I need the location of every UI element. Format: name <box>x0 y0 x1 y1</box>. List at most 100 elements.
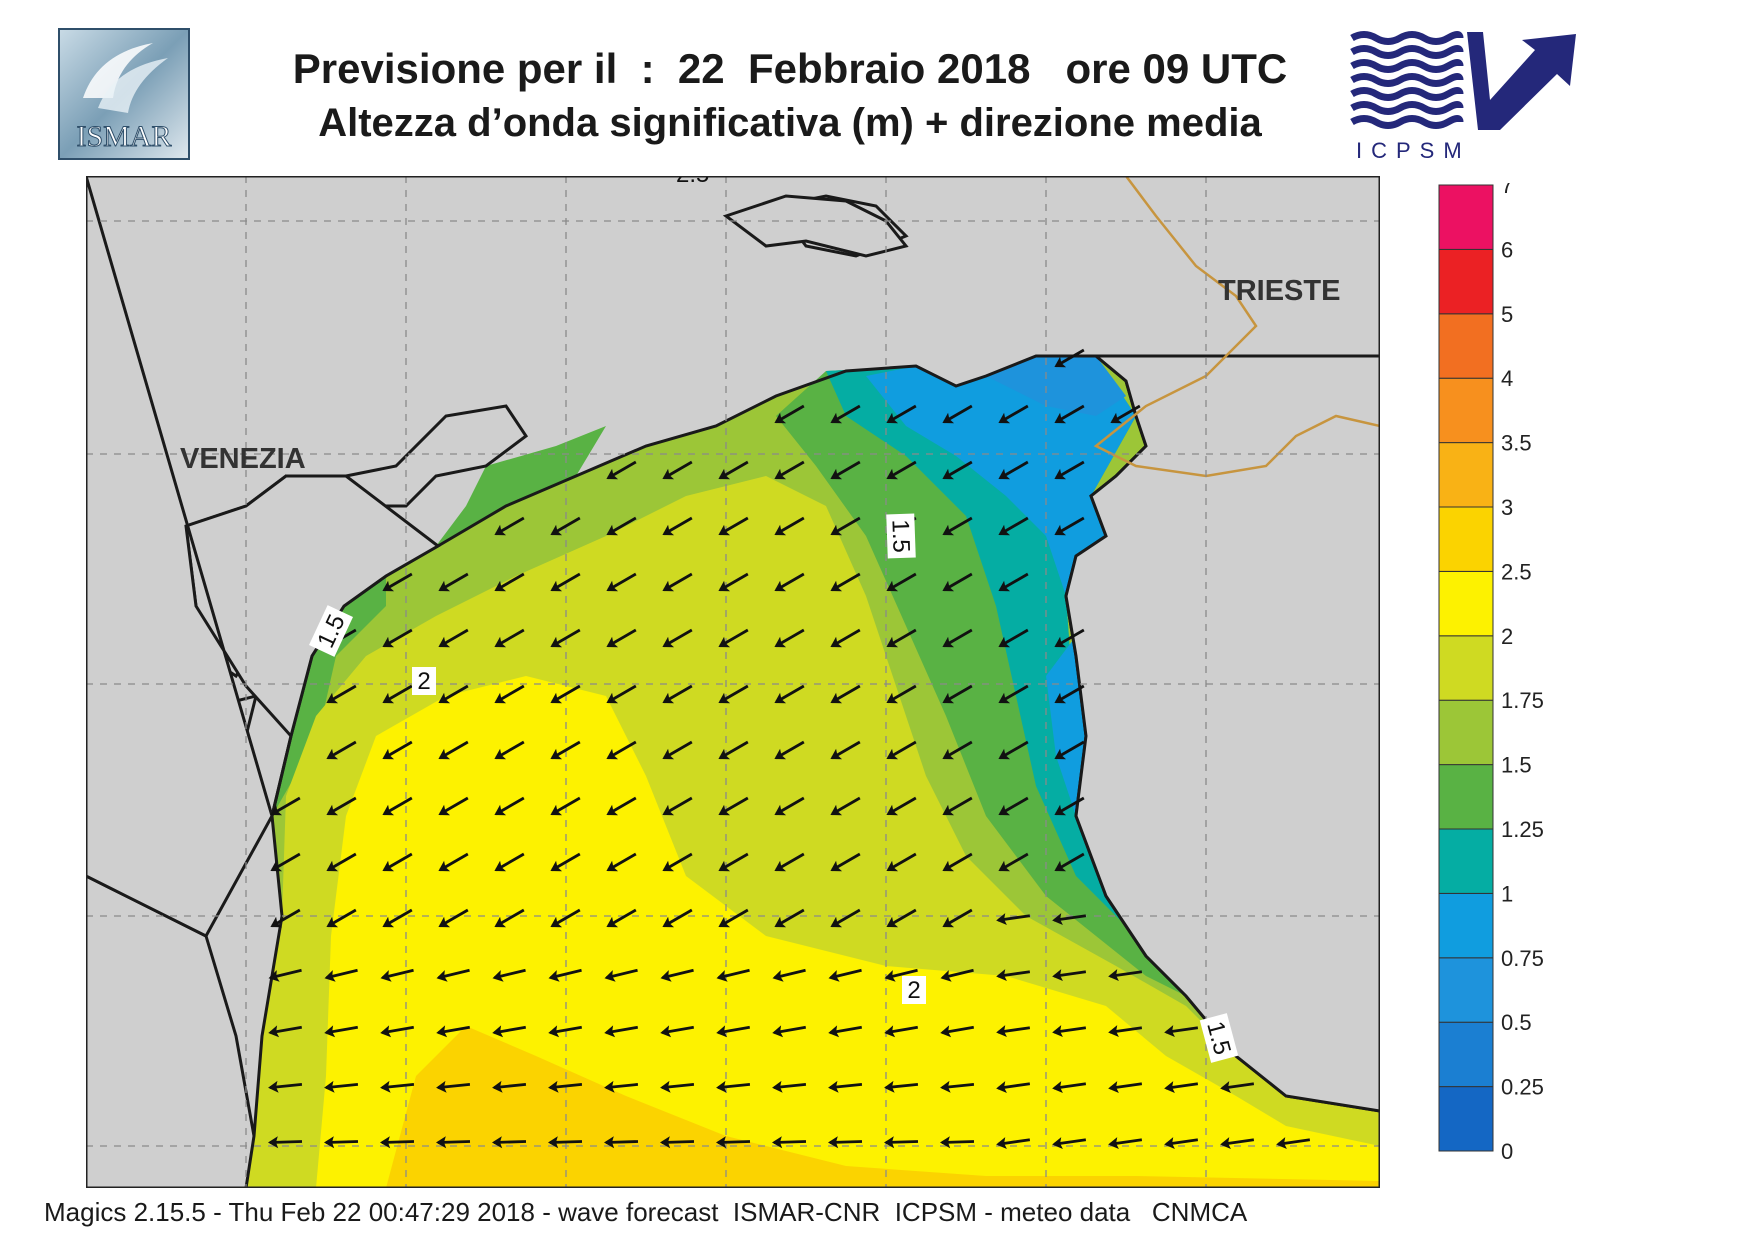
wave-arrow <box>830 908 861 928</box>
wave-arrow <box>606 684 637 704</box>
wave-arrow <box>774 572 805 592</box>
legend-swatch <box>1438 892 1494 959</box>
wave-arrow <box>382 796 413 816</box>
wave-arrow <box>662 796 693 816</box>
wave-map: 1.5 1.5 2 2 1.5 2.5 <box>86 176 1380 1193</box>
wave-arrow <box>998 684 1029 704</box>
legend-label: 1 <box>1501 881 1513 906</box>
wave-arrow <box>996 969 1031 982</box>
legend-label: 2.5 <box>1501 559 1532 584</box>
wave-arrow <box>548 968 582 982</box>
wave-arrow <box>382 684 413 704</box>
wave-arrow <box>326 684 357 704</box>
legend-label: 6 <box>1501 237 1513 262</box>
wave-arrow <box>494 684 525 704</box>
wave-arrow <box>942 516 973 536</box>
legend-label: 3.5 <box>1501 431 1532 456</box>
wave-arrow <box>380 1080 415 1093</box>
wave-arrow <box>1108 969 1143 982</box>
wave-arrow <box>830 572 861 592</box>
wave-arrow <box>436 968 470 982</box>
wave-arrow <box>1052 1081 1087 1094</box>
wave-arrow <box>886 908 917 928</box>
wave-arrow <box>886 572 917 592</box>
wave-arrow <box>268 1136 303 1149</box>
wave-arrow <box>548 1025 583 1038</box>
wave-arrow <box>718 852 749 872</box>
wave-arrow <box>1052 969 1087 982</box>
wave-arrow <box>604 1136 639 1149</box>
wave-arrow <box>324 1136 359 1149</box>
wave-arrow <box>492 968 526 982</box>
wave-arrow <box>830 796 861 816</box>
wave-arrow <box>996 913 1031 926</box>
wave-arrow <box>662 852 693 872</box>
wave-arrow <box>494 516 525 536</box>
wave-arrow <box>436 1025 471 1038</box>
band-2 <box>316 676 1380 1188</box>
wave-arrow <box>1054 404 1085 424</box>
wave-arrow <box>830 740 861 760</box>
legend-label: 0.25 <box>1501 1075 1544 1100</box>
wave-arrow <box>996 1137 1031 1150</box>
contour-label-3: 2 <box>417 668 430 695</box>
wave-arrow <box>1220 1137 1255 1150</box>
icpsm-logo: ICPSM <box>1350 30 1582 163</box>
wave-arrow <box>660 1136 695 1149</box>
legend-swatch <box>1438 377 1494 444</box>
wave-arrow <box>828 968 862 982</box>
wave-arrow <box>550 908 581 928</box>
wave-arrow <box>1164 1081 1199 1094</box>
wave-arrow <box>996 1025 1031 1038</box>
wave-arrow <box>886 852 917 872</box>
ismar-logo-text: ISMAR <box>76 120 171 153</box>
wave-arrow <box>884 1025 919 1038</box>
wave-arrow <box>438 908 469 928</box>
wave-arrow <box>494 908 525 928</box>
footer-credits: Magics 2.15.5 - Thu Feb 22 00:47:29 2018… <box>44 1197 1248 1227</box>
legend-label: 5 <box>1501 302 1513 327</box>
wave-arrow <box>436 1080 471 1093</box>
wave-arrow <box>662 572 693 592</box>
wave-arrow <box>604 968 638 982</box>
wave-arrow <box>1054 740 1085 760</box>
istria-land <box>1064 354 1380 1113</box>
wave-arrow <box>1108 1025 1143 1038</box>
wave-arrow <box>830 404 861 424</box>
wave-arrow <box>606 628 637 648</box>
wave-arrow <box>494 628 525 648</box>
wave-arrow <box>998 796 1029 816</box>
country-border <box>1093 176 1380 478</box>
wave-arrow <box>774 908 805 928</box>
wave-arrow <box>886 460 917 480</box>
forecast-subtitle: Altezza d’onda significativa (m) + direz… <box>318 101 1262 145</box>
wave-arrow <box>492 1136 527 1149</box>
wave-arrow <box>662 516 693 536</box>
legend-swatch <box>1438 248 1494 315</box>
wave-arrow <box>438 628 469 648</box>
wave-arrow <box>494 740 525 760</box>
wave-arrow <box>716 1080 751 1093</box>
wave-arrow <box>660 1025 695 1038</box>
friuli-lagoon-land <box>722 194 909 258</box>
wave-arrow <box>382 740 413 760</box>
wave-direction-arrows <box>268 348 1311 1150</box>
city-label-venezia: VENEZIA <box>180 443 306 475</box>
wave-arrow <box>550 572 581 592</box>
wave-arrow <box>772 1136 807 1149</box>
legend-label: 1.5 <box>1501 753 1532 778</box>
wave-arrow <box>662 908 693 928</box>
legend-swatches <box>1438 184 1494 1152</box>
legend-label: 1.25 <box>1501 817 1544 842</box>
wave-arrow <box>270 908 301 928</box>
wave-arrow <box>774 796 805 816</box>
legend-label: 0 <box>1501 1139 1513 1163</box>
wave-arrow <box>660 1080 695 1093</box>
band-0-5 <box>986 356 1126 416</box>
wave-arrow <box>1054 796 1085 816</box>
wave-arrow <box>268 1025 303 1038</box>
legend-label: 0.75 <box>1501 946 1544 971</box>
wave-arrow <box>550 740 581 760</box>
wave-arrow <box>662 460 693 480</box>
wave-arrow <box>606 740 637 760</box>
